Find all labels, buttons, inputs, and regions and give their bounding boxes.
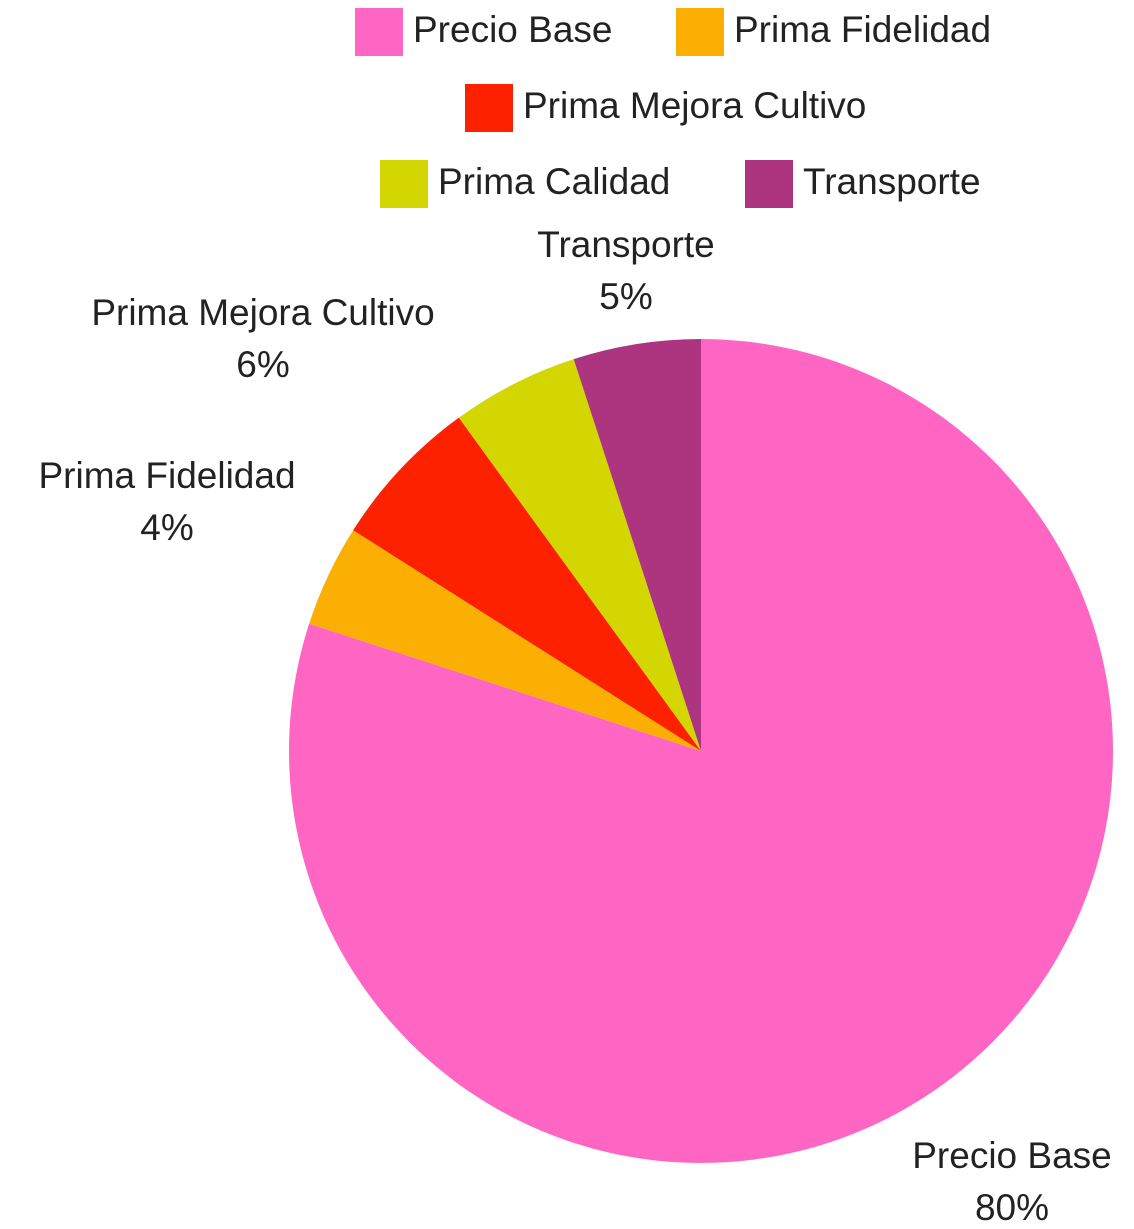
data-label: 80%	[975, 1187, 1049, 1224]
legend-swatch	[380, 160, 428, 208]
legend-label: Prima Mejora Cultivo	[523, 85, 866, 126]
legend-label: Precio Base	[413, 9, 613, 50]
pie-slice	[573, 339, 701, 751]
legend-swatch	[745, 160, 793, 208]
data-label: 6%	[236, 344, 289, 385]
legend-swatch	[355, 8, 403, 56]
pie-slice	[458, 359, 701, 751]
data-label: 4%	[140, 507, 193, 548]
slice-label: Precio Base	[912, 1135, 1112, 1176]
legend-swatch	[676, 8, 724, 56]
legend-label: Prima Fidelidad	[734, 9, 991, 50]
legend-label: Transporte	[803, 161, 981, 202]
slice-label: Prima Fidelidad	[38, 455, 295, 496]
legend-label: Prima Calidad	[438, 161, 670, 202]
slice-label: Transporte	[537, 224, 715, 265]
pie-slice	[353, 417, 701, 751]
legend-swatch	[465, 84, 513, 132]
pie-slice	[309, 530, 701, 751]
data-label: 5%	[599, 276, 652, 317]
slice-label: Prima Mejora Cultivo	[91, 292, 434, 333]
